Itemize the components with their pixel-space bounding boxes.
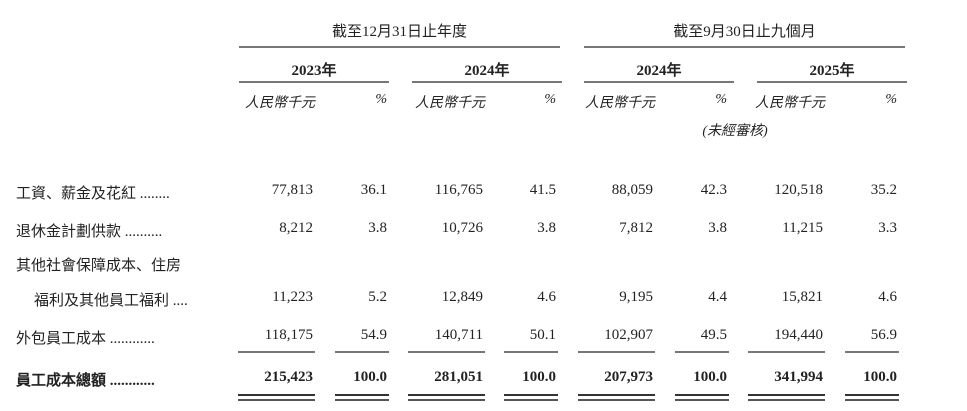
row-label: 外包員工成本 ............ <box>16 331 155 347</box>
table-cell: 8,212 <box>279 220 313 236</box>
table-cell: 4.6 <box>537 289 556 305</box>
table-cell: 4.4 <box>708 289 727 305</box>
table-cell: 140,711 <box>434 327 483 343</box>
unit-percent-label: % <box>375 92 387 107</box>
table-cell: 7,812 <box>619 220 653 236</box>
divider <box>584 46 905 48</box>
table-cell: 5.2 <box>368 289 387 305</box>
subtotal-underline <box>408 351 485 353</box>
unit-percent-label: % <box>544 92 556 107</box>
total-cell: 100.0 <box>693 369 727 385</box>
table-cell: 4.6 <box>878 289 897 305</box>
table-cell: 77,813 <box>271 182 313 198</box>
table-cell: 12,849 <box>441 289 483 305</box>
divider <box>239 81 389 83</box>
total-cell: 215,423 <box>264 369 313 385</box>
divider <box>757 81 907 83</box>
total-cell: 100.0 <box>863 369 897 385</box>
unit-amount-label: 人民幣千元 <box>585 96 655 111</box>
table-cell: 3.8 <box>537 220 556 236</box>
year-header: 2024年 <box>636 63 682 79</box>
table-cell: 3.8 <box>708 220 727 236</box>
table-cell: 194,440 <box>774 327 823 343</box>
subtotal-underline <box>675 351 729 353</box>
table-cell: 11,223 <box>272 289 313 305</box>
total-double-underline <box>845 394 899 401</box>
table-cell: 9,195 <box>619 289 653 305</box>
unit-amount-label: 人民幣千元 <box>415 96 485 111</box>
row-label-continued: 福利及其他員工福利 .... <box>34 293 188 309</box>
divider <box>412 81 562 83</box>
total-cell: 100.0 <box>522 369 556 385</box>
unit-amount-label: 人民幣千元 <box>245 96 315 111</box>
row-label: 其他社會保障成本、住房 <box>16 258 182 274</box>
table-cell: 49.5 <box>700 327 727 343</box>
table-cell: 3.8 <box>368 220 387 236</box>
group-header-nine-months: 截至9月30日止九個月 <box>673 24 816 40</box>
table-cell: 54.9 <box>360 327 387 343</box>
subtotal-underline <box>504 351 558 353</box>
table-cell: 50.1 <box>529 327 556 343</box>
unaudited-note: (未經審核) <box>702 124 768 139</box>
unit-percent-label: % <box>885 92 897 107</box>
year-header: 2024年 <box>464 63 510 79</box>
subtotal-underline <box>748 351 825 353</box>
total-cell: 207,973 <box>604 369 653 385</box>
table-cell: 35.2 <box>870 182 897 198</box>
table-cell: 15,821 <box>781 289 823 305</box>
unit-amount-label: 人民幣千元 <box>755 96 825 111</box>
table-cell: 41.5 <box>529 182 556 198</box>
table-cell: 36.1 <box>360 182 387 198</box>
row-label: 退休金計劃供款 .......... <box>16 224 163 240</box>
total-cell: 100.0 <box>353 369 387 385</box>
total-double-underline <box>408 394 485 401</box>
table-cell: 42.3 <box>700 182 727 198</box>
subtotal-underline <box>845 351 899 353</box>
total-double-underline <box>578 394 655 401</box>
total-double-underline <box>238 394 315 401</box>
group-header-year-ended: 截至12月31日止年度 <box>331 24 467 40</box>
table-cell: 56.9 <box>870 327 897 343</box>
subtotal-underline <box>238 351 315 353</box>
row-label: 工資、薪金及花紅 ........ <box>16 186 170 202</box>
divider <box>584 81 734 83</box>
total-cell: 281,051 <box>434 369 483 385</box>
table-cell: 11,215 <box>782 220 823 236</box>
table-cell: 10,726 <box>441 220 483 236</box>
subtotal-underline <box>578 351 655 353</box>
total-cell: 341,994 <box>774 369 823 385</box>
unit-percent-label: % <box>715 92 727 107</box>
table-cell: 116,765 <box>434 182 483 198</box>
year-header: 2023年 <box>291 63 337 79</box>
total-double-underline <box>504 394 558 401</box>
total-label: 員工成本總額 ............ <box>16 373 155 389</box>
total-double-underline <box>675 394 729 401</box>
divider <box>239 46 560 48</box>
table-cell: 102,907 <box>604 327 653 343</box>
subtotal-underline <box>335 351 389 353</box>
table-cell: 88,059 <box>611 182 653 198</box>
table-cell: 118,175 <box>264 327 313 343</box>
total-double-underline <box>335 394 389 401</box>
table-cell: 3.3 <box>878 220 897 236</box>
table-cell: 120,518 <box>774 182 823 198</box>
total-double-underline <box>748 394 825 401</box>
year-header: 2025年 <box>809 63 855 79</box>
